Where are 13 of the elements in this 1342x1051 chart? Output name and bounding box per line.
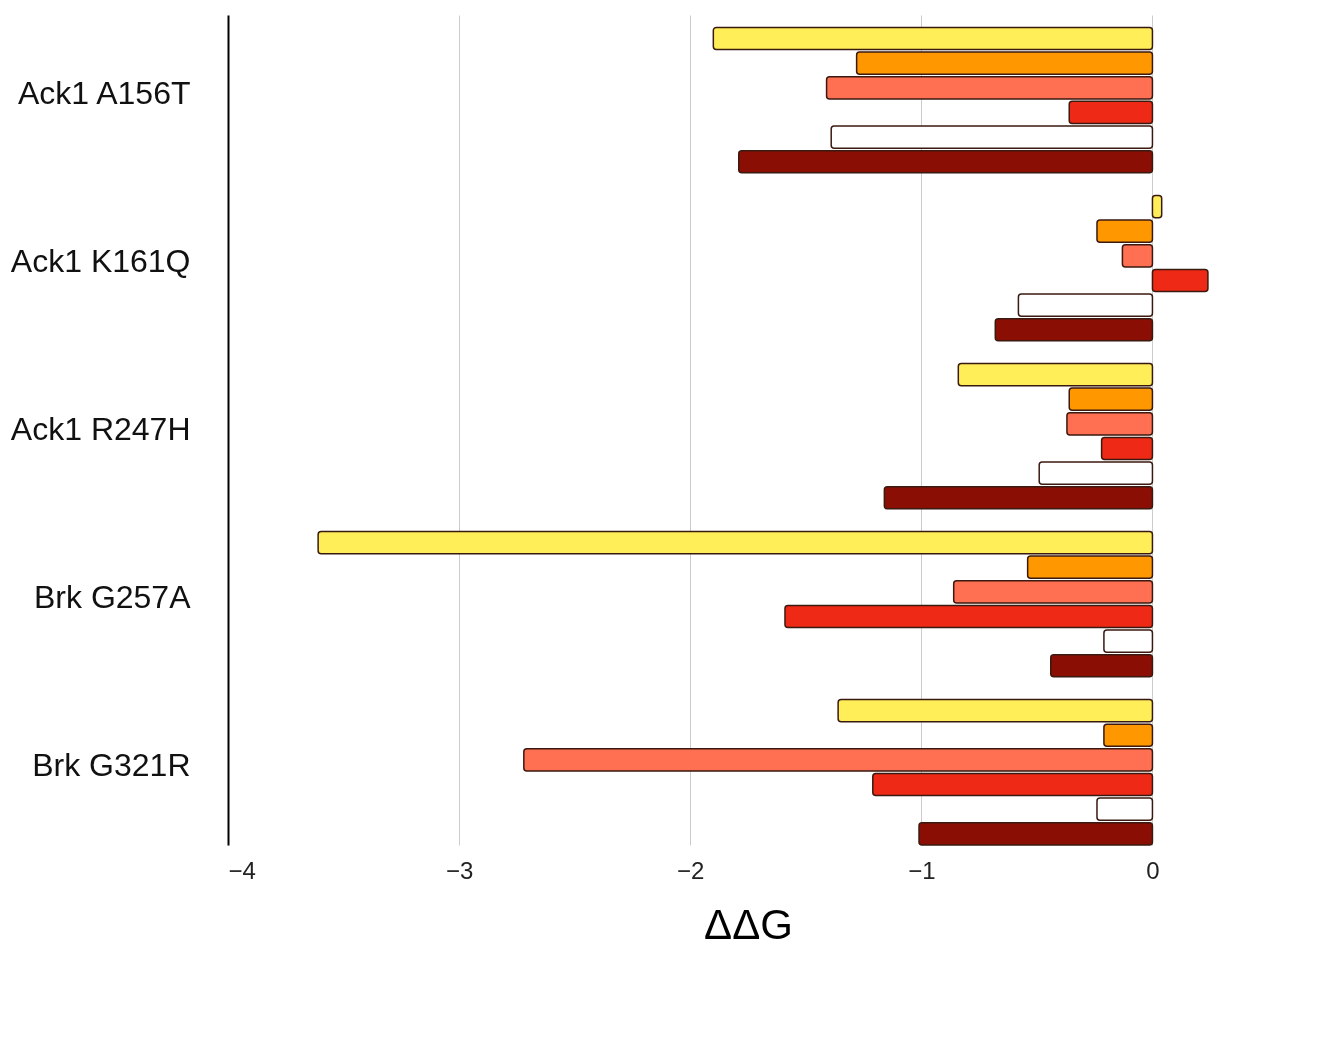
x-axis-title: ΔΔG — [704, 900, 793, 948]
bar — [1151, 194, 1163, 219]
x-tick-label: −4 — [228, 856, 256, 884]
y-tick-label: Ack1 A156T — [17, 74, 191, 111]
y-tick-label: Brk G257A — [33, 579, 192, 616]
x-tick-label: −2 — [677, 856, 705, 884]
bar — [1151, 268, 1209, 293]
x-tick-label: −1 — [908, 856, 936, 884]
x-tick-label: −3 — [445, 856, 474, 884]
y-tick-label: Ack1 K161Q — [10, 242, 191, 279]
y-tick-label: Brk G321R — [32, 747, 191, 784]
x-tick-label: 0 — [1146, 856, 1160, 884]
y-tick-label: Ack1 R247H — [10, 411, 191, 447]
